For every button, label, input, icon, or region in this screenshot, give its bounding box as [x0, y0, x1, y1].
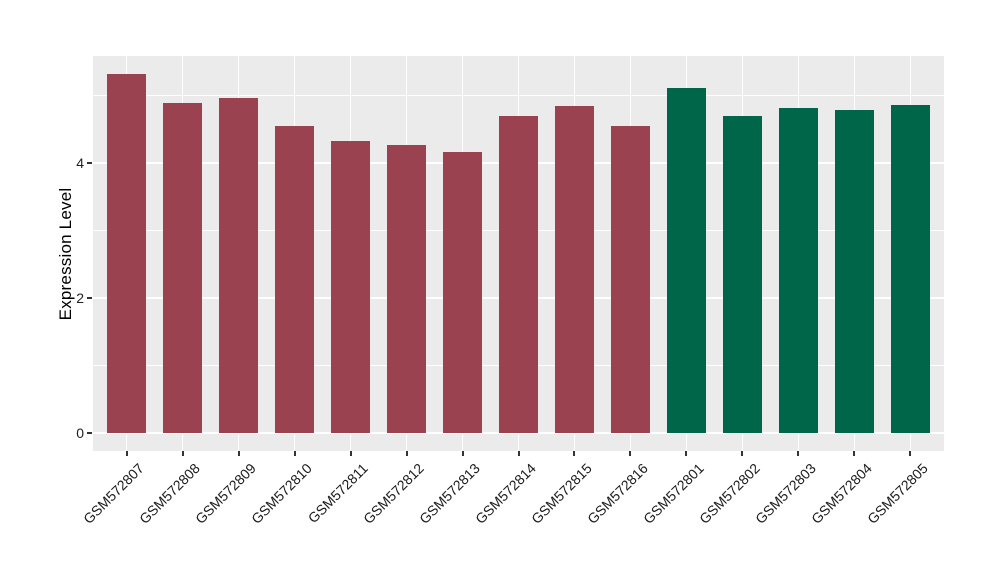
bar-GSM572812: [387, 144, 427, 433]
x-tick-mark: [741, 451, 744, 456]
x-tick-mark: [461, 451, 464, 456]
bar-GSM572808: [163, 102, 203, 433]
y-tick-mark: [87, 297, 92, 299]
y-tick-label: 0: [76, 425, 84, 441]
bar-GSM572809: [219, 97, 259, 433]
x-tick-mark: [797, 451, 800, 456]
x-tick-mark: [909, 451, 912, 456]
x-tick-mark: [181, 451, 184, 456]
bar-GSM572816: [610, 125, 650, 433]
bar-GSM572802: [722, 116, 762, 433]
x-tick-mark: [293, 451, 296, 456]
bar-GSM572807: [107, 73, 147, 433]
plot-panel: [93, 56, 944, 451]
bar-GSM572805: [890, 104, 930, 433]
y-tick-mark: [87, 162, 92, 164]
bar-GSM572804: [834, 109, 874, 433]
bar-GSM572801: [666, 88, 706, 433]
bar-GSM572815: [554, 105, 594, 433]
bar-GSM572814: [499, 115, 538, 433]
x-tick-mark: [517, 451, 520, 456]
x-tick-mark: [349, 451, 352, 456]
y-axis-title: Expression Level: [56, 187, 75, 320]
x-tick-mark: [237, 451, 240, 456]
x-tick-mark: [573, 451, 576, 456]
x-tick-mark: [125, 451, 128, 456]
y-tick-mark: [87, 432, 92, 434]
bar-GSM572813: [443, 151, 482, 433]
bar-GSM572803: [778, 108, 818, 433]
x-tick-mark: [685, 451, 688, 456]
x-tick-mark: [405, 451, 408, 456]
bar-GSM572811: [331, 140, 371, 433]
x-tick-mark: [853, 451, 856, 456]
x-tick-mark: [629, 451, 632, 456]
y-tick-label: 4: [76, 155, 84, 171]
bar-GSM572810: [275, 125, 315, 433]
y-tick-label: 2: [76, 290, 84, 306]
